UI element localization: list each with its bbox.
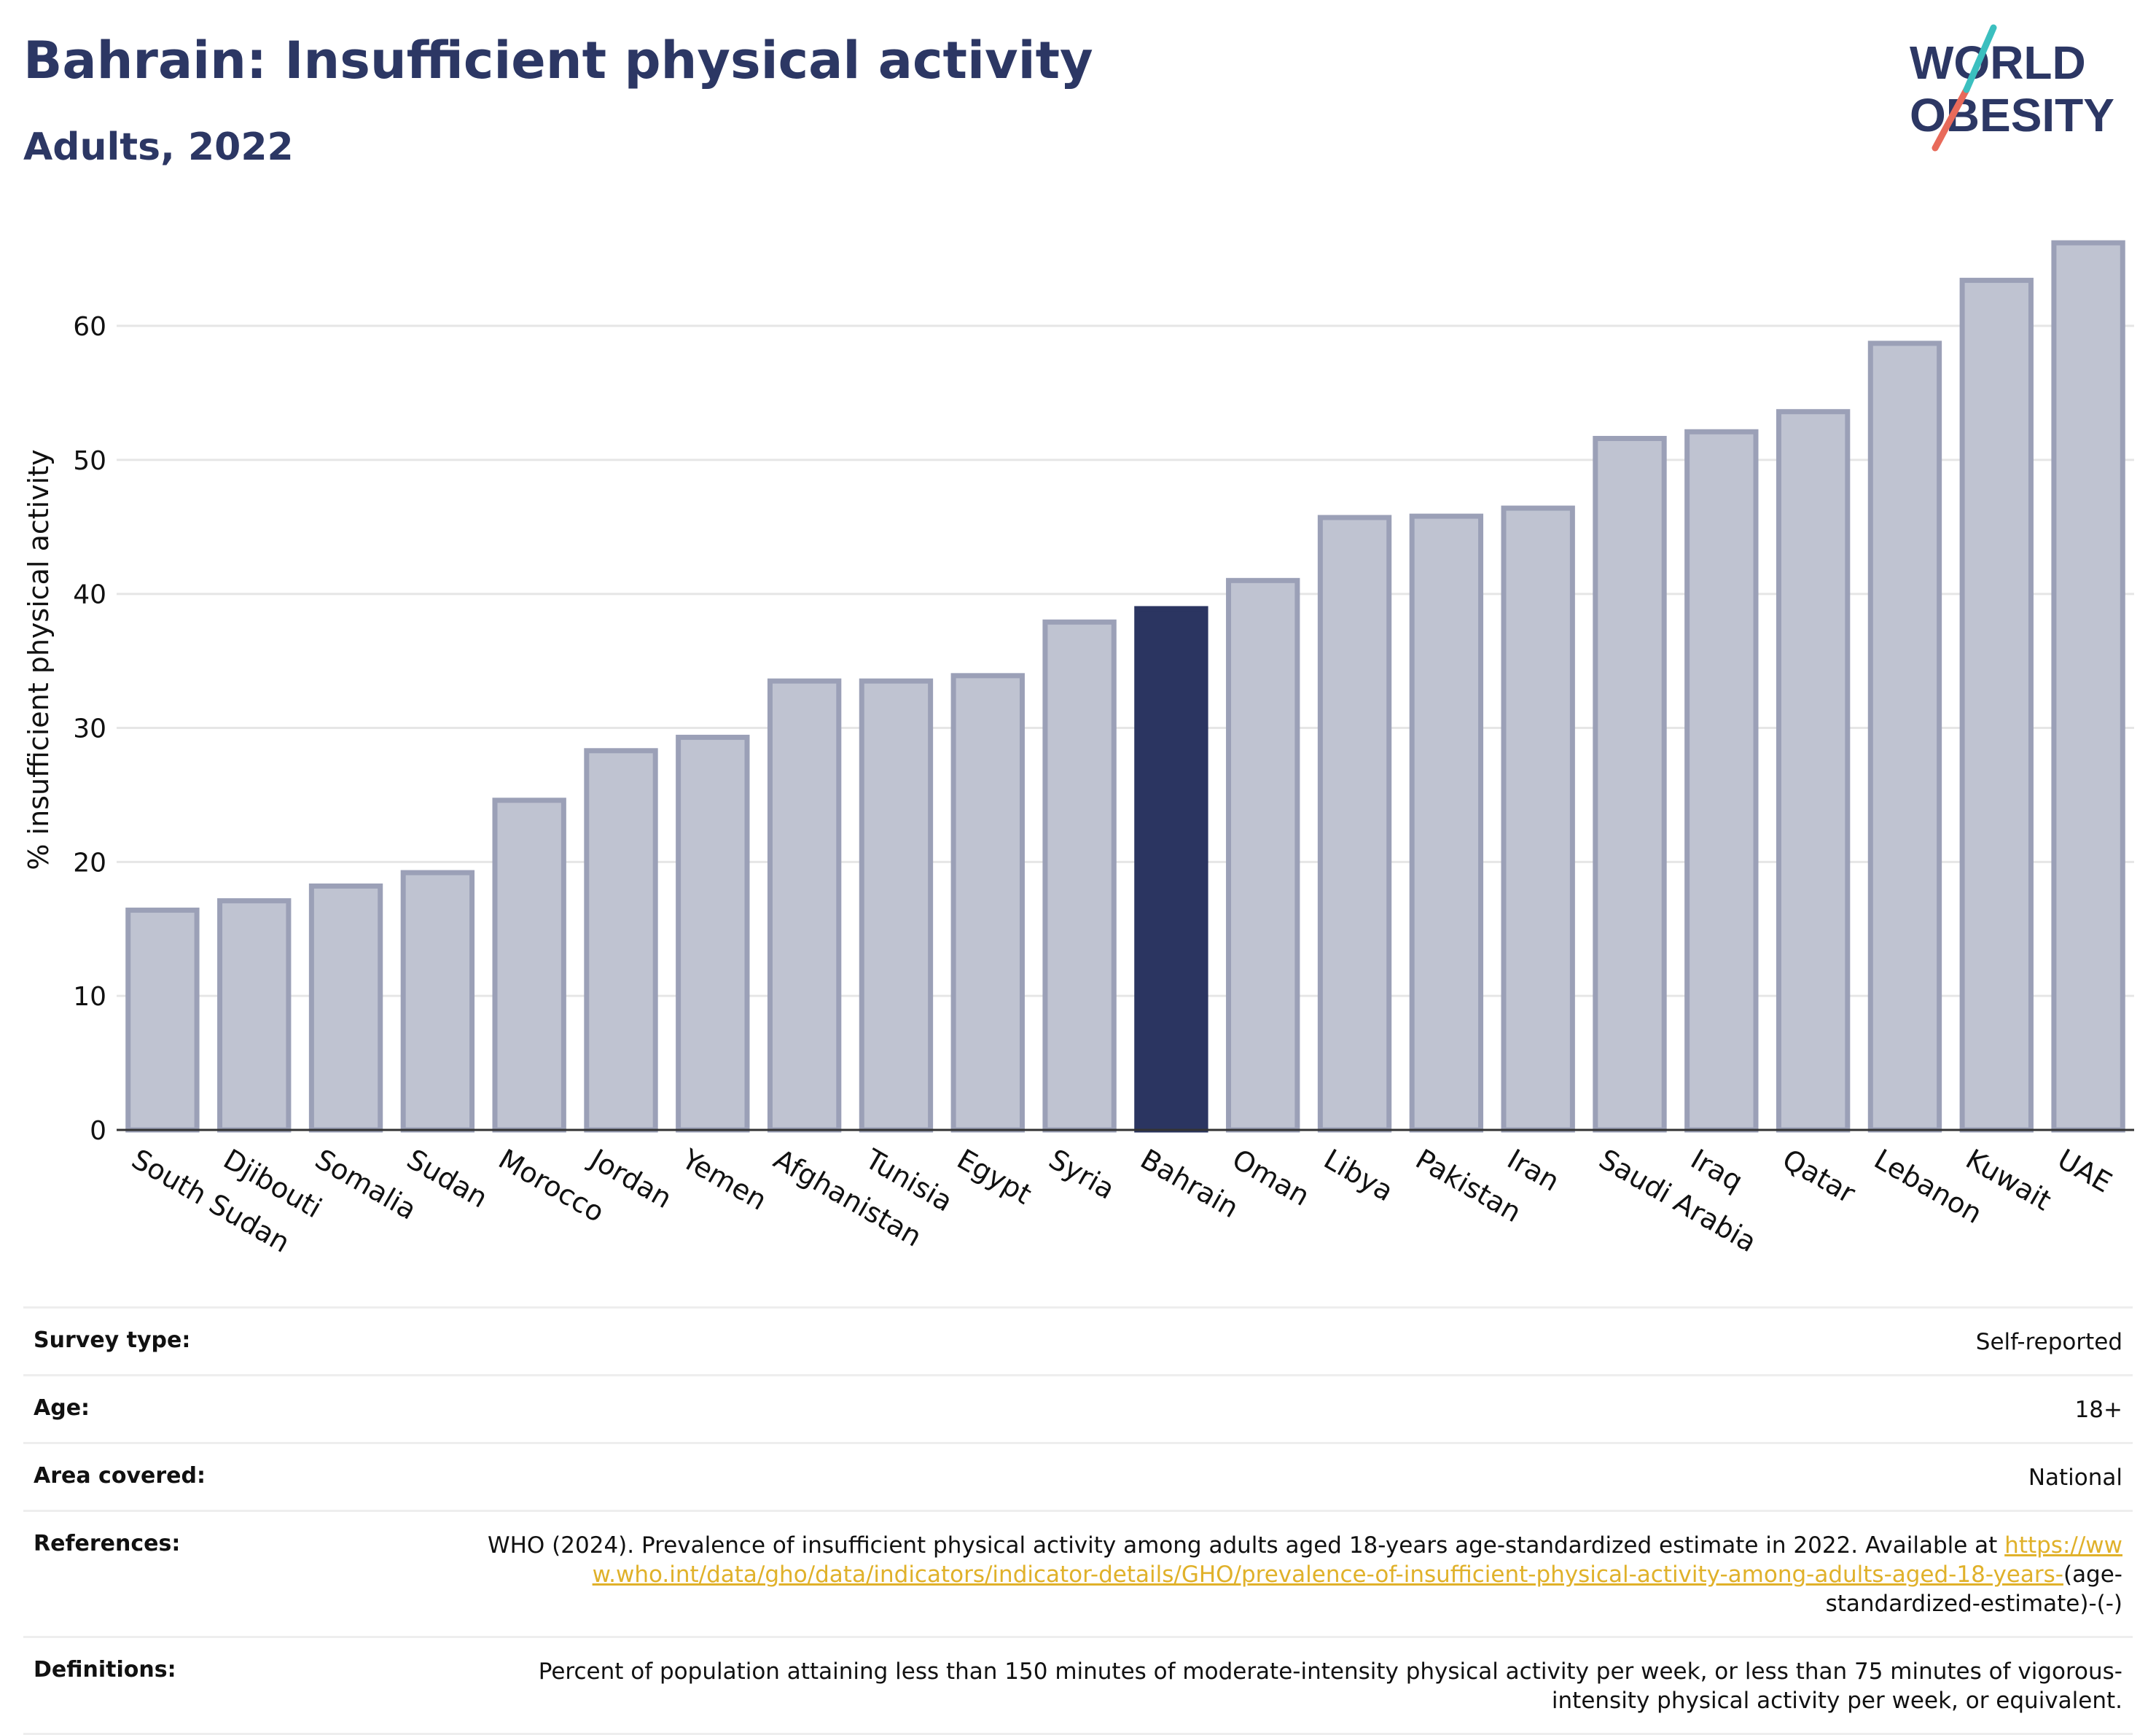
- world-obesity-logo: WORLD OBESITY: [1910, 24, 2114, 152]
- x-tick-label: Iran: [1502, 1143, 1565, 1198]
- logo-slash-teal: [1963, 24, 1997, 93]
- y-tick-label: 10: [73, 982, 106, 1012]
- bar-uae: [2051, 240, 2125, 1133]
- x-tick-label: Pakistan: [1410, 1143, 1527, 1229]
- bar-south-sudan: [125, 908, 200, 1133]
- bar-syria: [1042, 619, 1117, 1133]
- y-tick-label: 30: [73, 714, 106, 744]
- info-row-area: Area covered: National: [23, 1442, 2133, 1510]
- bar-yemen: [676, 734, 750, 1133]
- y-tick-label: 40: [73, 580, 106, 610]
- info-row-definitions: Definitions: Percent of population attai…: [23, 1636, 2133, 1735]
- survey-type-label: Survey type:: [34, 1327, 191, 1353]
- age-value: 18+: [2074, 1397, 2122, 1423]
- bar-afghanistan: [767, 678, 842, 1133]
- info-table: Survey type: Self-reported Age: 18+ Area…: [23, 1306, 2133, 1735]
- y-axis-label: % insufficient physical activity: [23, 449, 55, 870]
- y-tick-label: 60: [73, 312, 106, 342]
- references-text: WHO (2024). Prevalence of insufficient p…: [487, 1532, 1998, 1559]
- definitions-label: Definitions:: [34, 1657, 176, 1683]
- bar-egypt: [950, 673, 1025, 1133]
- x-tick-label: Bahrain: [1135, 1143, 1243, 1225]
- x-tick-label: Morocco: [493, 1143, 610, 1229]
- bar-iran: [1501, 505, 1575, 1133]
- logo-line1: WORLD: [1910, 36, 2086, 89]
- chart-y-ticks: 0 10 20 30 40 50 60: [73, 312, 106, 1146]
- survey-type-value: Self-reported: [1975, 1329, 2122, 1355]
- bar-morocco: [492, 798, 566, 1133]
- x-tick-label: Qatar: [1777, 1143, 1861, 1210]
- age-label: Age:: [34, 1395, 90, 1421]
- bar-pakistan: [1409, 513, 1484, 1133]
- bar-chart: 0 10 20 30 40 50 60 South SudanDjiboutiSomalia…: [23, 240, 2134, 1259]
- y-tick-label: 50: [73, 446, 106, 476]
- bar-iraq: [1684, 429, 1759, 1133]
- x-tick-label: Syria: [1044, 1143, 1120, 1206]
- bar-kuwait: [1959, 278, 2034, 1133]
- x-tick-label: Iraq: [1685, 1143, 1748, 1198]
- area-value: National: [2028, 1465, 2122, 1491]
- references-suffix: (age-standardized-estimate)-(-): [1825, 1562, 2122, 1617]
- page-title: Bahrain: Insufficient physical activity: [23, 31, 1093, 90]
- x-tick-label: Somalia: [310, 1143, 422, 1226]
- logo-slash-coral: [1932, 86, 1970, 152]
- bar-oman: [1226, 577, 1300, 1133]
- bar-jordan: [584, 748, 658, 1133]
- area-label: Area covered:: [34, 1463, 206, 1489]
- x-tick-label: Egypt: [952, 1143, 1037, 1211]
- bar-djibouti: [217, 898, 292, 1133]
- bar-saudi-arabia: [1593, 435, 1667, 1133]
- references-link[interactable]: https://www.who.int/data/gho/data/indica…: [592, 1532, 2122, 1588]
- bar-lebanon: [1867, 340, 1942, 1133]
- bar-libya: [1317, 515, 1392, 1133]
- bar-tunisia: [859, 678, 934, 1133]
- bar-somalia: [308, 883, 383, 1133]
- references-label: References:: [34, 1531, 181, 1556]
- x-tick-label: South Sudan: [126, 1143, 295, 1259]
- info-row-references: References: WHO (2024). Prevalence of in…: [23, 1510, 2133, 1636]
- info-row-survey-type: Survey type: Self-reported: [23, 1306, 2133, 1374]
- bar-sudan: [400, 870, 475, 1133]
- x-tick-label: Saudi Arabia: [1594, 1143, 1762, 1259]
- references-value: WHO (2024). Prevalence of insufficient p…: [483, 1531, 2122, 1618]
- bar-qatar: [1776, 409, 1851, 1133]
- y-tick-label: 0: [90, 1116, 106, 1146]
- chart-bars: [117, 240, 2134, 1133]
- definitions-value: Percent of population attaining less tha…: [538, 1658, 2122, 1714]
- x-tick-label: Libya: [1319, 1143, 1399, 1208]
- x-tick-label: Yemen: [676, 1142, 772, 1217]
- y-tick-label: 20: [73, 848, 106, 878]
- page-subtitle: Adults, 2022: [23, 125, 294, 169]
- info-row-age: Age: 18+: [23, 1374, 2133, 1442]
- x-tick-label: UAE: [2053, 1143, 2117, 1199]
- bar-bahrain: [1134, 606, 1208, 1133]
